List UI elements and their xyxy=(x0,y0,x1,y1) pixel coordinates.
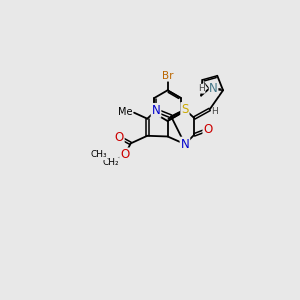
Text: S: S xyxy=(181,103,189,116)
Text: Br: Br xyxy=(162,71,173,81)
Text: N: N xyxy=(209,82,218,95)
Text: CH₂: CH₂ xyxy=(103,158,119,167)
Text: N: N xyxy=(181,138,189,151)
Text: O: O xyxy=(203,123,213,136)
Text: O: O xyxy=(115,131,124,144)
Text: N: N xyxy=(152,104,161,117)
Text: O: O xyxy=(120,148,130,161)
Text: CH₃: CH₃ xyxy=(91,151,107,160)
Text: H: H xyxy=(212,107,218,116)
Text: Me: Me xyxy=(118,107,133,117)
Text: H: H xyxy=(198,84,205,93)
